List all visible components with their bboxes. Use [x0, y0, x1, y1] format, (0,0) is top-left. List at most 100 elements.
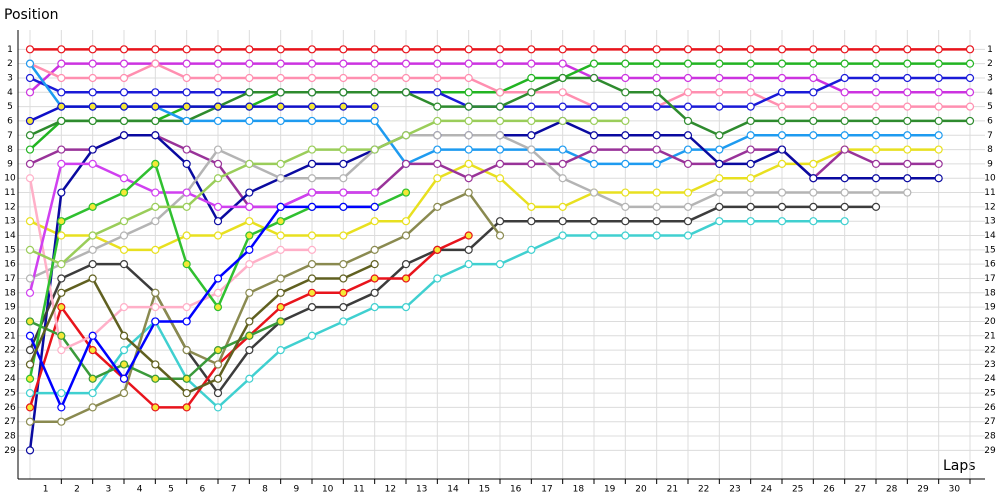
point: [903, 102, 912, 111]
point: [871, 116, 881, 126]
point: [746, 102, 755, 111]
point: [57, 403, 66, 412]
x-tick-label: 12: [385, 485, 396, 495]
point: [245, 188, 254, 197]
point: [25, 88, 35, 97]
x-tick-label: 13: [416, 485, 427, 495]
point: [777, 159, 787, 169]
point: [307, 88, 317, 97]
point: [840, 59, 849, 68]
point: [57, 217, 66, 226]
point: [119, 231, 129, 240]
point: [809, 131, 818, 140]
point: [339, 88, 348, 97]
point: [339, 45, 348, 54]
y-tick-label-right: 8: [987, 145, 993, 155]
point: [527, 202, 536, 211]
point: [495, 102, 505, 111]
point: [715, 131, 724, 140]
point: [151, 131, 160, 140]
point: [25, 331, 35, 340]
point: [88, 145, 97, 154]
point: [401, 159, 411, 169]
x-tick-label: 23: [729, 485, 740, 495]
point: [965, 102, 975, 111]
point: [151, 59, 160, 68]
point: [339, 288, 348, 297]
x-tick-label: 30: [949, 485, 961, 495]
point: [401, 188, 411, 197]
x-tick-label: 6: [199, 485, 205, 495]
point: [903, 188, 912, 197]
point: [683, 159, 693, 169]
x-tick-label: 19: [604, 485, 616, 495]
point: [621, 88, 630, 97]
point: [339, 274, 348, 283]
point: [495, 231, 505, 240]
point: [213, 388, 223, 398]
point: [88, 388, 97, 398]
point: [339, 116, 348, 126]
point: [57, 345, 66, 355]
point: [715, 59, 724, 68]
point: [151, 88, 160, 97]
point: [871, 188, 881, 197]
point: [527, 145, 536, 154]
y-tick-label-right: 9: [987, 159, 993, 169]
point: [57, 88, 66, 97]
y-tick-label: 13: [4, 217, 15, 227]
series-line: [29, 105, 375, 123]
point: [57, 260, 66, 269]
y-tick-label: 20: [4, 317, 16, 327]
point: [527, 102, 536, 111]
point: [401, 45, 411, 54]
point: [965, 88, 975, 97]
point: [527, 131, 536, 140]
point: [558, 231, 567, 240]
point: [276, 59, 285, 68]
y-tick-label-right: 22: [984, 346, 995, 356]
point: [464, 45, 473, 54]
point: [339, 174, 348, 183]
point: [433, 131, 442, 140]
point: [119, 116, 129, 126]
x-tick-label: 28: [886, 485, 898, 495]
point: [621, 217, 630, 226]
point: [339, 159, 348, 169]
point: [527, 245, 536, 254]
point: [57, 331, 66, 340]
series-line: [28, 62, 939, 166]
point: [589, 231, 599, 240]
point: [57, 73, 66, 83]
point: [151, 403, 160, 412]
point: [652, 102, 661, 111]
point: [746, 202, 755, 211]
point: [715, 188, 724, 197]
point: [25, 45, 35, 54]
y-tick-label-right: 28: [984, 432, 996, 442]
series-line: [28, 162, 375, 294]
point: [903, 88, 912, 97]
point: [495, 116, 505, 126]
point: [25, 388, 35, 398]
y-tick-label: 29: [4, 446, 16, 456]
point: [464, 131, 473, 140]
x-tick-label: 20: [635, 485, 647, 495]
y-tick-label: 8: [7, 145, 13, 155]
point: [182, 159, 191, 169]
x-tick-label: 26: [823, 485, 835, 495]
point: [119, 303, 129, 312]
point: [245, 331, 254, 340]
point: [464, 260, 473, 269]
point: [965, 45, 975, 54]
point: [965, 116, 975, 126]
point: [715, 102, 724, 111]
point: [683, 231, 693, 240]
point: [777, 73, 787, 83]
point: [276, 217, 285, 226]
point: [777, 131, 787, 140]
y-tick-label: 27: [4, 417, 15, 427]
point: [495, 131, 505, 140]
point: [119, 59, 129, 68]
x-tick-label: 4: [137, 485, 143, 495]
